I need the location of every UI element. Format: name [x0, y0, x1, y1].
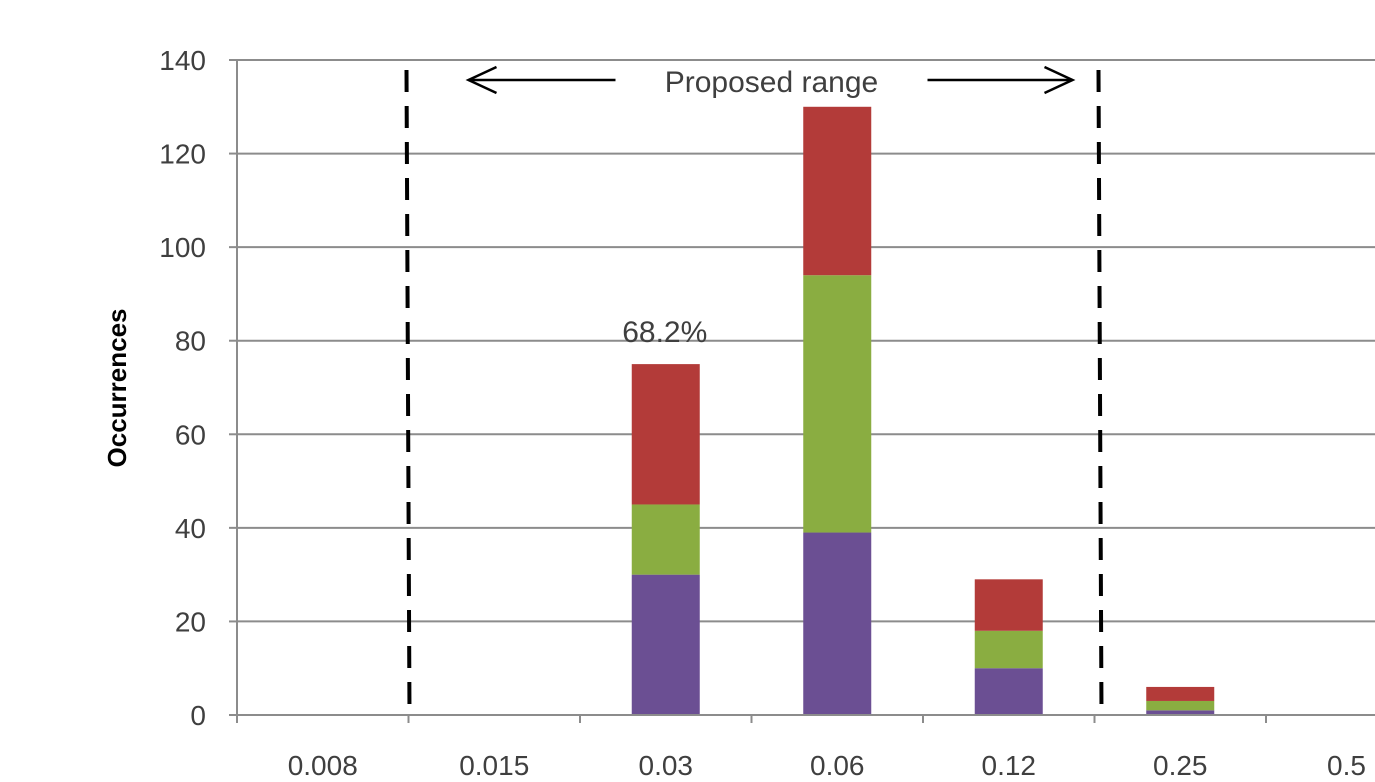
y-tick-label-0: 0 [190, 700, 206, 731]
bar-0.03-segment-3 [631, 364, 700, 505]
bar-0.12-segment-1 [974, 668, 1043, 715]
y-tick-label-140: 140 [159, 45, 206, 76]
bars [631, 106, 1215, 715]
x-tick-label-0.008: 0.008 [288, 750, 358, 781]
y-tick-label-60: 60 [175, 419, 206, 450]
range-arrowhead-right [1043, 65, 1076, 95]
y-tick-label-120: 120 [159, 139, 206, 170]
bar-0.25-segment-3 [1146, 686, 1215, 701]
x-tick-label-0.5: 0.5 [1327, 750, 1366, 781]
bar-0.06-segment-1 [803, 532, 872, 715]
x-tick-label-0.12: 0.12 [982, 750, 1037, 781]
range-arrowhead-left [465, 65, 498, 95]
bar-0.03-segment-2 [631, 504, 700, 575]
bar-0.25-segment-1 [1146, 710, 1215, 715]
x-tick-label-0.06: 0.06 [810, 750, 865, 781]
y-tick-label-40: 40 [175, 513, 206, 544]
bar-0.06-segment-2 [803, 275, 872, 533]
x-tick-labels: 0.008 0.015 0.03 0.06 0.12 0.25 0.5 [288, 750, 1366, 781]
range-boundary-line-2 [1096, 69, 1104, 716]
bar-percentage-label: 68.2% [622, 316, 707, 349]
range-boundary-line-1 [404, 69, 412, 716]
bar-0.06-segment-3 [803, 106, 872, 276]
x-tick-label-0.015: 0.015 [459, 750, 529, 781]
y-tick-label-80: 80 [175, 326, 206, 357]
annotations: Proposed range 68.2% [404, 65, 1104, 716]
y-tick-label-100: 100 [159, 232, 206, 263]
y-axis-title: Occurrences [102, 309, 132, 468]
bar-0.12-segment-3 [974, 579, 1043, 631]
range-label: Proposed range [665, 66, 879, 99]
y-tick-labels: 0 20 40 60 80 100 120 140 [159, 45, 206, 731]
bar-0.03-segment-1 [631, 574, 700, 715]
bar-0.12-segment-2 [974, 630, 1043, 669]
y-tick-label-20: 20 [175, 606, 206, 637]
x-tick-label-0.03: 0.03 [639, 750, 694, 781]
x-tick-label-0.25: 0.25 [1153, 750, 1208, 781]
axes [229, 59, 1375, 723]
bar-0.25-segment-2 [1146, 700, 1215, 711]
